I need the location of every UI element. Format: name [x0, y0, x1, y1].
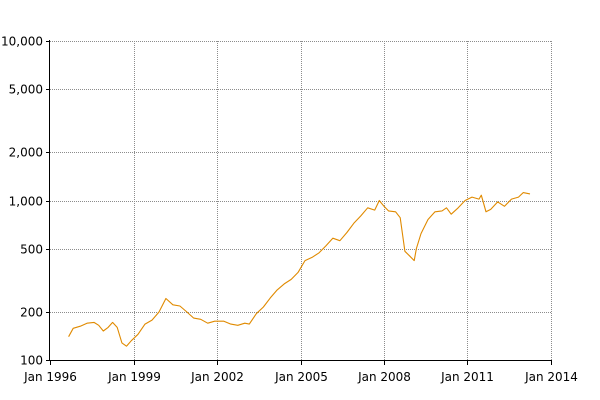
y-tick-label: 100 — [20, 354, 43, 368]
y-tick-label: 2,000 — [9, 146, 43, 160]
x-tick-label: Jan 2011 — [440, 370, 494, 384]
y-tick-label: 10,000 — [1, 35, 43, 49]
y-tick-label: 1,000 — [9, 195, 43, 209]
x-tick-label: Jan 2002 — [190, 370, 244, 384]
series — [68, 192, 531, 347]
y-tick-label: 500 — [20, 243, 43, 257]
x-tick-label: Jan 2005 — [274, 370, 328, 384]
y-tick-label: 5,000 — [9, 83, 43, 97]
series-line — [68, 192, 531, 347]
x-tick-label: Jan 1999 — [107, 370, 161, 384]
grid — [50, 41, 552, 360]
x-tick-label: Jan 1996 — [23, 370, 77, 384]
ticks: Jan 1996 Jan 1999 Jan 2002 Jan 2005 Jan 2008… — [1, 35, 578, 385]
x-tick-label: Jan 2014 — [524, 370, 578, 384]
x-tick-label: Jan 2008 — [357, 370, 411, 384]
y-tick-label: 200 — [20, 306, 43, 320]
